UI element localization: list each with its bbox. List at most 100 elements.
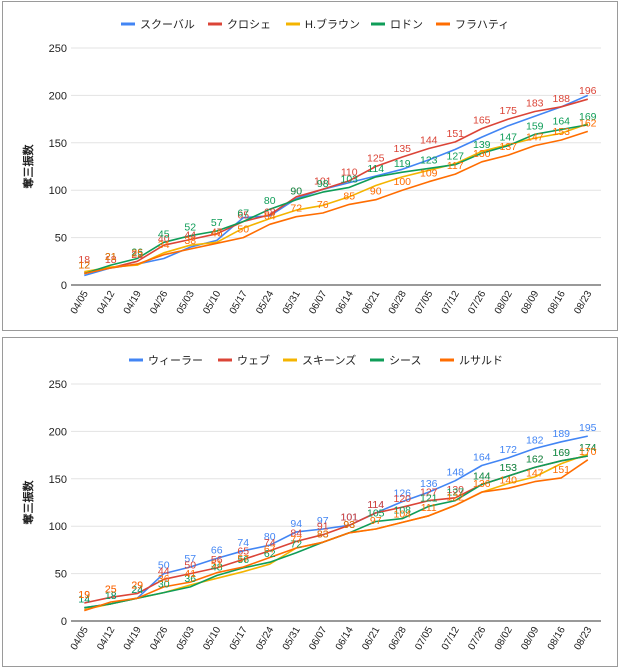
y-tick-label: 50: [55, 233, 67, 245]
series-line: [84, 123, 589, 273]
data-label: 136: [420, 478, 438, 490]
data-label: 14: [78, 594, 90, 606]
x-tick-label: 07/05: [413, 625, 435, 653]
x-tick-label: 04/19: [122, 625, 144, 653]
x-tick-label: 07/26: [466, 289, 488, 317]
data-label: 196: [579, 85, 597, 97]
data-label: 121: [420, 492, 438, 504]
data-label: 90: [290, 186, 302, 198]
data-label: 45: [158, 228, 170, 240]
x-tick-label: 04/26: [148, 289, 170, 317]
data-label: 101: [314, 175, 332, 187]
data-label: 19: [78, 589, 90, 601]
x-tick-label: 05/17: [228, 289, 250, 317]
data-label: 34: [158, 239, 170, 251]
x-tick-label: 05/31: [281, 625, 303, 653]
data-label: 97: [317, 515, 329, 527]
legend-label: ウェブ: [237, 353, 270, 367]
data-label: 26: [131, 246, 143, 258]
data-label: 56: [237, 554, 249, 566]
data-label: 97: [370, 515, 382, 527]
x-tick-label: 08/23: [572, 625, 594, 653]
data-label: 148: [446, 467, 464, 479]
data-label: 164: [552, 116, 570, 128]
data-label: 153: [499, 462, 517, 474]
y-tick-label: 50: [55, 569, 67, 581]
data-label: 117: [447, 160, 464, 172]
data-label: 182: [526, 434, 544, 446]
data-label: 19: [78, 589, 90, 601]
data-label: 144: [420, 134, 438, 146]
data-label: 169: [579, 111, 597, 123]
x-tick-label: 04/05: [69, 625, 91, 653]
legend-label: フラハティ: [455, 19, 509, 31]
data-label: 114: [367, 499, 384, 511]
x-tick-label: 07/26: [466, 625, 488, 653]
data-label: 83: [317, 528, 329, 540]
x-tick-label: 04/12: [95, 289, 117, 317]
data-label: 38: [184, 235, 196, 247]
data-label: 47: [211, 226, 223, 238]
data-label: 126: [393, 488, 411, 500]
data-label: 130: [446, 484, 464, 496]
data-label: 162: [526, 453, 544, 465]
data-label: 98: [317, 178, 329, 190]
data-label: 162: [526, 453, 544, 465]
y-axis-title: 奪三振数: [21, 480, 35, 526]
data-label: 85: [343, 190, 355, 202]
series-line: [84, 130, 589, 275]
x-tick-label: 05/10: [201, 625, 223, 653]
y-tick-label: 0: [61, 280, 67, 292]
data-label: 74: [264, 537, 276, 549]
x-tick-label: 06/07: [307, 625, 329, 653]
y-axis-title: 奪三振数: [21, 144, 35, 190]
x-tick-label: 08/23: [572, 289, 594, 317]
data-label: 74: [237, 537, 249, 549]
data-label: 114: [367, 163, 384, 175]
x-tick-label: 06/14: [334, 289, 356, 317]
data-label: 40: [158, 233, 170, 245]
x-tick-label: 04/19: [122, 289, 144, 317]
legend-label: クロシェ: [227, 18, 271, 31]
data-label: 36: [158, 573, 170, 585]
data-label: 189: [552, 428, 570, 440]
data-label: 50: [237, 224, 249, 236]
x-tick-label: 05/24: [254, 289, 276, 317]
data-label: 174: [579, 442, 597, 454]
data-label: 188: [552, 93, 570, 105]
data-label: 57: [237, 553, 249, 565]
data-label: 12: [78, 260, 90, 272]
data-label: 25: [105, 583, 117, 595]
data-label: 164: [473, 452, 491, 464]
x-tick-label: 07/05: [413, 289, 435, 317]
x-tick-label: 07/12: [440, 289, 462, 317]
data-label: 52: [184, 222, 196, 234]
data-label: 56: [211, 554, 223, 566]
data-label: 183: [526, 98, 544, 110]
data-label: 72: [290, 539, 302, 551]
data-label: 90: [290, 186, 302, 198]
data-label: 172: [499, 444, 517, 456]
chart-panel-bottom: 0 50 100 150 200 250 奪三振数 04/05 04/12 04/19 04/26 0…: [2, 337, 618, 667]
data-label: 30: [158, 579, 170, 591]
data-label: 120: [393, 493, 411, 505]
data-label: 83: [317, 528, 329, 540]
data-label: 77: [290, 534, 302, 546]
data-label: 44: [184, 229, 196, 241]
data-label: 24: [131, 584, 143, 596]
data-label: 147: [526, 132, 544, 144]
data-label: 44: [158, 565, 170, 577]
data-label: 159: [526, 120, 544, 132]
data-label: 67: [264, 543, 276, 555]
data-label: 14: [78, 594, 90, 606]
x-tick-label: 07/12: [440, 625, 462, 653]
data-label: 18: [105, 254, 117, 266]
data-label: 109: [420, 168, 438, 180]
x-tick-label: 08/09: [519, 289, 541, 317]
data-label: 50: [158, 560, 170, 572]
legend-label: スクーバル: [140, 18, 195, 31]
x-tick-label: 04/05: [69, 289, 91, 317]
data-label: 24: [131, 584, 143, 596]
